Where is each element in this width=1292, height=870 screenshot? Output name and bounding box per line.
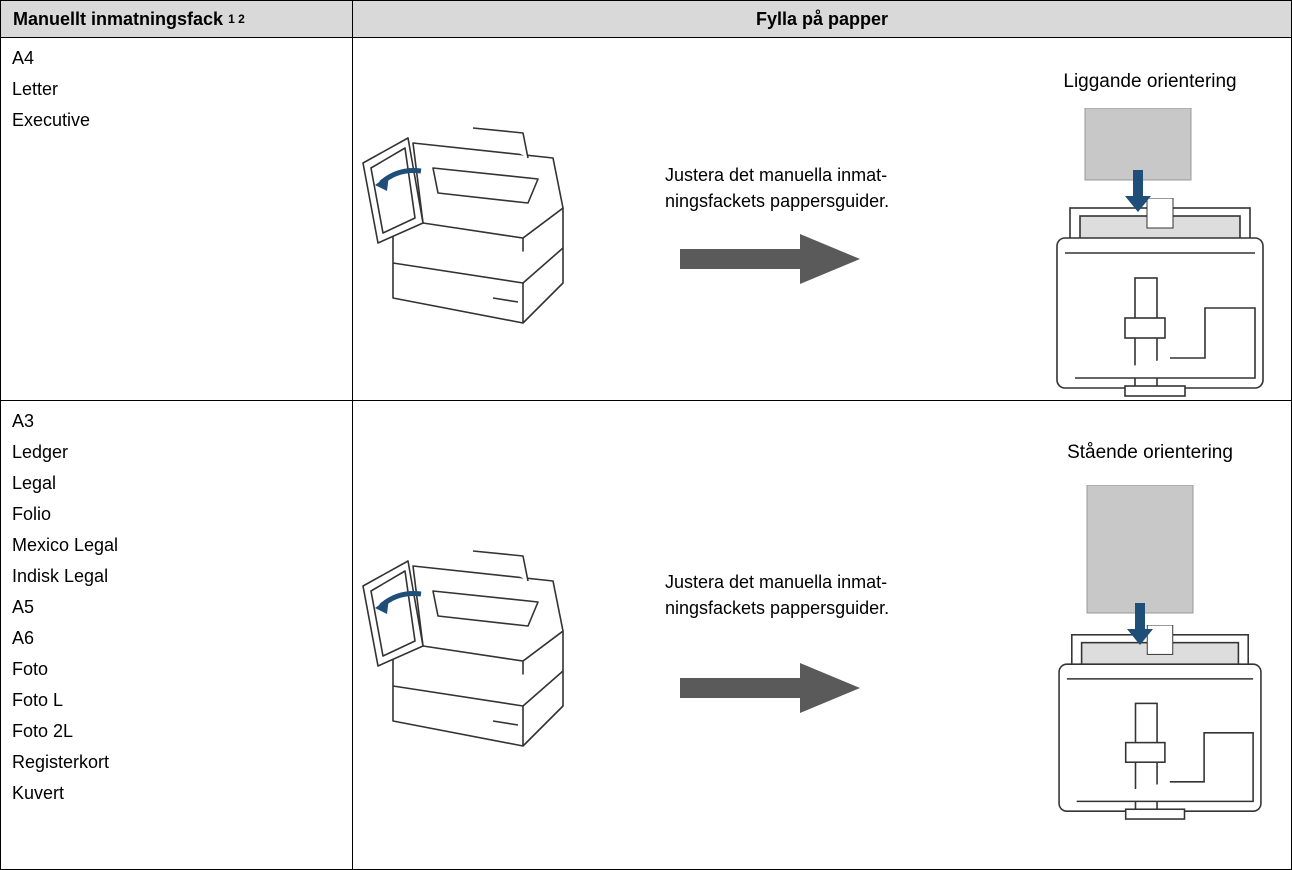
arrow: [680, 663, 860, 713]
header-cell: Manuellt inmatningsfack 1 2: [0, 0, 353, 38]
size-item: Registerkort: [12, 752, 110, 772]
instruction: Justera det manuella inmat- ningsfackets…: [665, 162, 889, 214]
instruction-line: ningsfackets pappersguider.: [665, 598, 890, 618]
instruction-line: Justera det manuella inmat-: [665, 572, 888, 592]
size-item: Kuvert: [12, 783, 65, 803]
size-item: Indisk Legal: [12, 566, 109, 586]
size-item: Foto L: [12, 690, 64, 710]
size-list: A4 Letter Executive: [12, 43, 90, 136]
size-item: Legal: [12, 473, 57, 493]
size-item: A3: [12, 411, 35, 431]
cell: A3 Ledger Legal Folio Mexico Legal Indisk Leg…: [0, 400, 353, 870]
size-item: Foto: [12, 659, 49, 679]
cell: A4 Letter Executive: [0, 37, 353, 401]
size-item: Mexico Legal: [12, 535, 119, 555]
paper-illustration: [1056, 108, 1264, 397]
cell: Justera det manuella inmat- ningsfackets…: [352, 400, 1292, 870]
header-text: Manuellt inmatningsfack: [13, 8, 224, 29]
paper-illustration: [1058, 485, 1262, 820]
orientation-label: Stående orientering: [1067, 442, 1233, 463]
orientation-label: Liggande orientering: [1063, 71, 1237, 92]
header-text: Fylla på papper: [755, 8, 889, 29]
cell: Justera det manuella inmat- ningsfackets…: [352, 37, 1292, 401]
size-item: Letter: [12, 79, 59, 99]
size-item: A4: [12, 48, 35, 68]
size-item: A6: [12, 628, 35, 648]
size-item: A5: [12, 597, 35, 617]
arrow: [680, 234, 860, 284]
printer-illustration: [353, 123, 573, 333]
size-item: Ledger: [12, 442, 69, 462]
printer-illustration: [353, 546, 573, 756]
header-cell: Fylla på papper: [352, 0, 1292, 38]
size-list: A3 Ledger Legal Folio Mexico Legal Indisk Leg…: [12, 406, 118, 809]
instruction-line: Justera det manuella inmat-: [665, 165, 888, 185]
size-item: Folio: [12, 504, 52, 524]
instruction: Justera det manuella inmat- ningsfackets…: [665, 569, 889, 621]
size-item: Executive: [12, 110, 91, 130]
instruction-line: ningsfackets pappersguider.: [665, 191, 890, 211]
footnote-ref: 1 2: [228, 12, 245, 26]
size-item: Foto 2L: [12, 721, 74, 741]
